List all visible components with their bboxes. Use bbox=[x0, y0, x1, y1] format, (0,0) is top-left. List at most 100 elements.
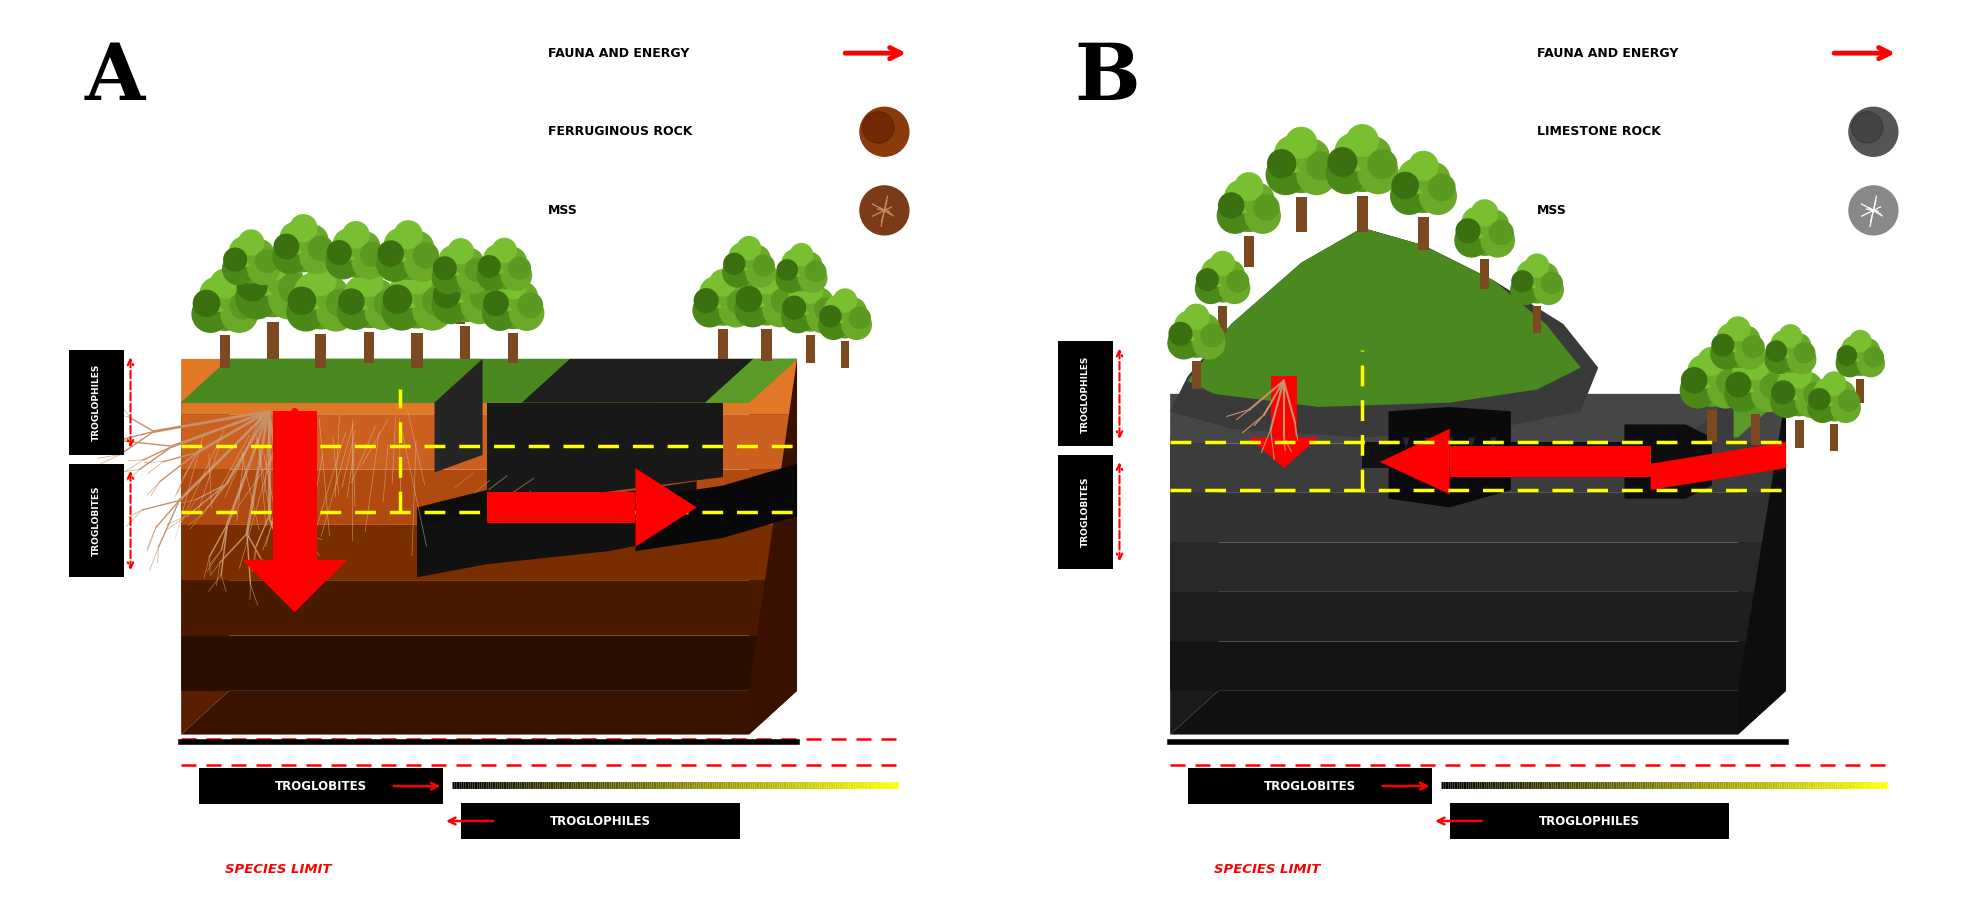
Circle shape bbox=[1201, 324, 1224, 347]
Polygon shape bbox=[522, 359, 754, 402]
Circle shape bbox=[849, 308, 870, 329]
Circle shape bbox=[1794, 342, 1814, 363]
Circle shape bbox=[1778, 372, 1820, 416]
Circle shape bbox=[1810, 389, 1830, 410]
Circle shape bbox=[724, 253, 746, 274]
Circle shape bbox=[315, 277, 348, 311]
Polygon shape bbox=[435, 359, 483, 472]
Circle shape bbox=[1681, 373, 1715, 408]
Circle shape bbox=[479, 256, 500, 278]
Circle shape bbox=[1717, 369, 1743, 395]
Circle shape bbox=[1294, 139, 1329, 174]
Circle shape bbox=[441, 272, 491, 321]
Circle shape bbox=[728, 290, 752, 314]
Polygon shape bbox=[722, 359, 797, 402]
Circle shape bbox=[1733, 363, 1778, 410]
Circle shape bbox=[1780, 325, 1802, 347]
Polygon shape bbox=[1193, 361, 1201, 389]
Circle shape bbox=[1766, 341, 1786, 361]
Polygon shape bbox=[182, 691, 797, 734]
Circle shape bbox=[1266, 156, 1305, 195]
FancyBboxPatch shape bbox=[1450, 803, 1729, 839]
Circle shape bbox=[382, 291, 421, 330]
Circle shape bbox=[1197, 268, 1218, 290]
Polygon shape bbox=[417, 481, 696, 577]
Circle shape bbox=[1533, 275, 1563, 304]
Circle shape bbox=[1456, 219, 1480, 243]
Text: TROGLOPHILES: TROGLOPHILES bbox=[1080, 355, 1090, 432]
Circle shape bbox=[1786, 333, 1810, 359]
Circle shape bbox=[1511, 275, 1541, 304]
Circle shape bbox=[485, 291, 508, 316]
Circle shape bbox=[1511, 271, 1533, 292]
Circle shape bbox=[455, 248, 483, 277]
Polygon shape bbox=[1446, 438, 1454, 450]
Text: MSS: MSS bbox=[1537, 204, 1567, 217]
Circle shape bbox=[210, 269, 239, 298]
Polygon shape bbox=[746, 289, 754, 315]
Polygon shape bbox=[1468, 438, 1476, 449]
Circle shape bbox=[742, 277, 791, 325]
Polygon shape bbox=[1489, 438, 1497, 447]
Circle shape bbox=[229, 237, 259, 267]
Polygon shape bbox=[1389, 407, 1511, 508]
Circle shape bbox=[498, 248, 526, 275]
Circle shape bbox=[316, 293, 354, 331]
Circle shape bbox=[1733, 326, 1760, 353]
Polygon shape bbox=[417, 490, 487, 573]
Circle shape bbox=[1709, 373, 1743, 408]
Text: B: B bbox=[1074, 40, 1139, 116]
Circle shape bbox=[1456, 224, 1487, 257]
Circle shape bbox=[1416, 163, 1450, 196]
FancyBboxPatch shape bbox=[1171, 742, 1786, 761]
Polygon shape bbox=[182, 359, 461, 402]
Polygon shape bbox=[841, 341, 849, 368]
Circle shape bbox=[326, 289, 354, 317]
Circle shape bbox=[720, 294, 752, 327]
Text: FERRUGINOUS ROCK: FERRUGINOUS ROCK bbox=[548, 126, 692, 138]
Circle shape bbox=[1216, 198, 1252, 233]
Circle shape bbox=[1717, 323, 1745, 351]
Circle shape bbox=[1420, 177, 1456, 215]
FancyBboxPatch shape bbox=[1058, 341, 1112, 446]
Polygon shape bbox=[805, 335, 815, 363]
Circle shape bbox=[1327, 154, 1367, 194]
Circle shape bbox=[237, 271, 267, 301]
Circle shape bbox=[297, 225, 328, 256]
Polygon shape bbox=[1171, 228, 1598, 438]
Circle shape bbox=[1851, 112, 1883, 143]
Circle shape bbox=[1274, 139, 1327, 192]
Polygon shape bbox=[1794, 420, 1804, 448]
Circle shape bbox=[378, 241, 404, 266]
Polygon shape bbox=[1786, 376, 1794, 400]
Circle shape bbox=[1753, 378, 1786, 411]
Circle shape bbox=[1216, 260, 1244, 288]
Circle shape bbox=[1226, 270, 1248, 292]
Circle shape bbox=[1359, 154, 1398, 194]
Polygon shape bbox=[182, 525, 773, 581]
Circle shape bbox=[781, 252, 821, 290]
Circle shape bbox=[374, 291, 400, 316]
Polygon shape bbox=[1751, 414, 1760, 444]
Polygon shape bbox=[1357, 197, 1369, 232]
Circle shape bbox=[1167, 327, 1201, 359]
Polygon shape bbox=[500, 292, 508, 319]
Polygon shape bbox=[182, 581, 765, 635]
Circle shape bbox=[356, 269, 384, 297]
Text: TROGLOPHILES: TROGLOPHILES bbox=[91, 364, 101, 441]
Circle shape bbox=[1398, 163, 1448, 212]
Polygon shape bbox=[273, 411, 316, 560]
Circle shape bbox=[275, 235, 299, 258]
Polygon shape bbox=[508, 333, 518, 363]
Polygon shape bbox=[1218, 306, 1226, 333]
Circle shape bbox=[760, 277, 791, 308]
Circle shape bbox=[433, 257, 457, 279]
Circle shape bbox=[439, 248, 483, 291]
Circle shape bbox=[485, 245, 512, 273]
Circle shape bbox=[730, 246, 769, 286]
Circle shape bbox=[413, 243, 439, 268]
Circle shape bbox=[1298, 156, 1337, 195]
Circle shape bbox=[764, 291, 797, 327]
Polygon shape bbox=[1171, 691, 1786, 734]
FancyBboxPatch shape bbox=[69, 464, 123, 577]
